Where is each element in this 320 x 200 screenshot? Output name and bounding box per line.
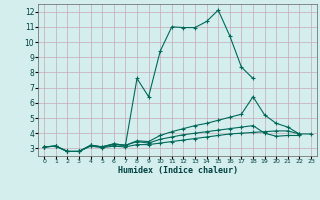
X-axis label: Humidex (Indice chaleur): Humidex (Indice chaleur)	[118, 166, 238, 175]
